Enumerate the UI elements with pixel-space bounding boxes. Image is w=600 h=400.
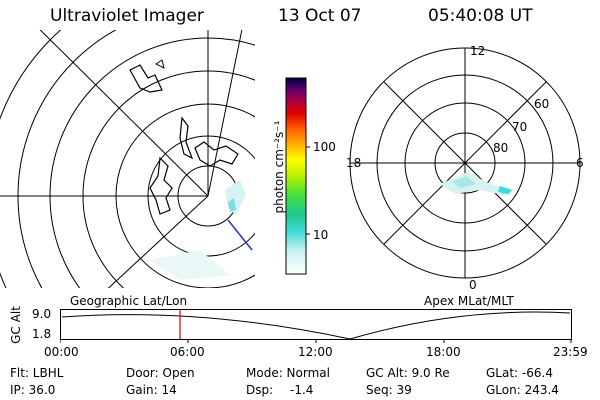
lat-label-70: 70 — [512, 120, 528, 134]
mlt-label-18: 18 — [346, 156, 362, 170]
dsp-label: Dsp: — [246, 383, 274, 397]
lat-label-80: 80 — [493, 141, 509, 155]
time-tick-1200: 12:00 — [298, 345, 333, 359]
instrument-title: Ultraviolet Imager — [50, 6, 204, 26]
mlt-label-6: 6 — [576, 156, 584, 170]
colorbar — [285, 77, 310, 275]
gc-alt-axis-label: GC Alt — [9, 306, 23, 344]
gc-alt-timeline — [60, 309, 572, 343]
door-info: Door: Open — [126, 366, 195, 380]
mlt-label-0: 0 — [469, 278, 477, 292]
colorbar-unit-label: photon cm⁻²s⁻¹ — [272, 120, 286, 214]
date-label: 13 Oct 07 — [278, 6, 362, 26]
time-tick-0600: 06:00 — [170, 345, 205, 359]
gc-alt-info: GC Alt: 9.0 Re — [366, 366, 450, 380]
colorbar-tick-10: 10 — [313, 228, 329, 242]
ip-info: IP: 36.0 — [10, 383, 56, 397]
gc-alt-tick-low: 1.8 — [32, 327, 52, 341]
gain-info: Gain: 14 — [126, 383, 177, 397]
time-label: 05:40:08 UT — [428, 6, 533, 26]
colorbar-tick-100: 100 — [313, 140, 336, 154]
timeline-left-label: Geographic Lat/Lon — [70, 294, 188, 308]
time-tick-2359: 23:59 — [553, 345, 588, 359]
seq-info: Seq: 39 — [366, 383, 412, 397]
apex-polar-plot — [349, 47, 581, 279]
time-tick-0000: 00:00 — [44, 345, 79, 359]
mlt-label-12: 12 — [470, 44, 486, 58]
glat-info: GLat: -66.4 — [486, 366, 553, 380]
glon-info: GLon: 243.4 — [486, 383, 559, 397]
timeline-right-label: Apex MLat/MLT — [424, 294, 514, 308]
filter-info: Flt: LBHL — [10, 366, 64, 380]
dsp-value: -1.4 — [290, 383, 314, 397]
time-tick-1800: 18:00 — [426, 345, 461, 359]
mode-info: Mode: Normal — [246, 366, 330, 380]
gc-alt-tick-high: 9.0 — [32, 307, 52, 321]
lat-label-60: 60 — [534, 97, 550, 111]
geographic-map — [0, 30, 255, 288]
